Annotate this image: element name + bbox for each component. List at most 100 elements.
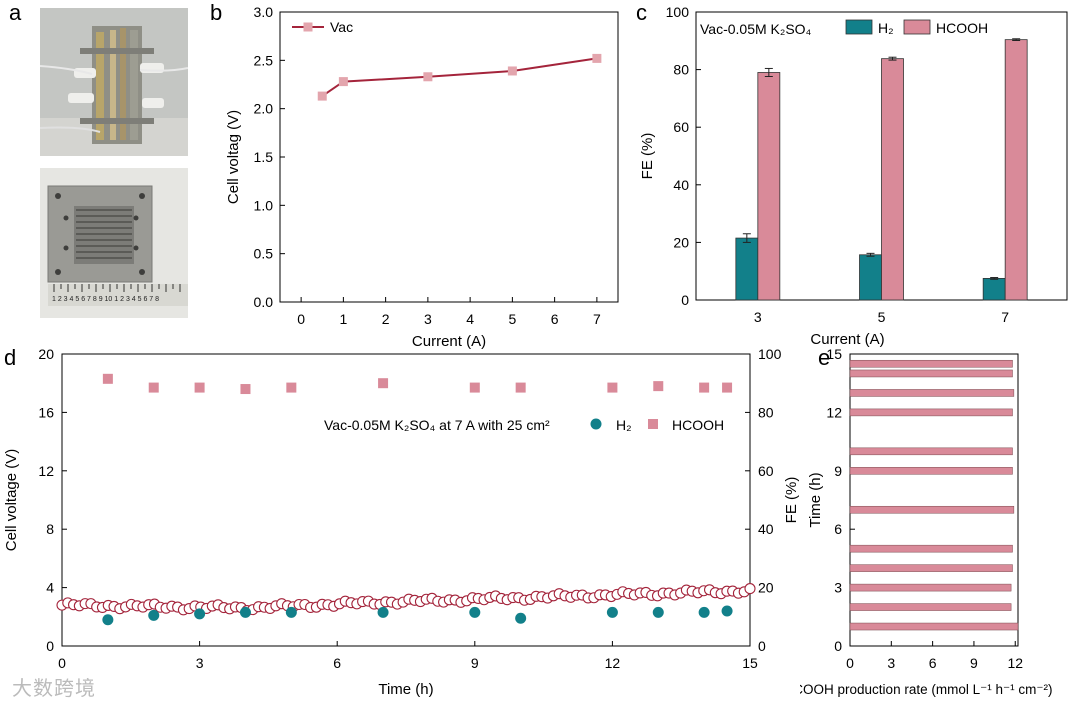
data-point-vac xyxy=(592,53,602,63)
data-point-hcooh xyxy=(722,382,733,393)
bar-production-rate xyxy=(849,564,1013,572)
y-tick-label: 0 xyxy=(834,638,842,654)
data-point-h2 xyxy=(515,612,527,624)
y-tick-label-right: 80 xyxy=(758,404,774,420)
y-tick-label-right: 20 xyxy=(758,580,774,596)
panel-label-d: d xyxy=(4,345,17,370)
x-tick-label: 0 xyxy=(297,311,305,327)
series-line-vac xyxy=(321,57,598,97)
data-point-hcooh xyxy=(148,382,159,393)
x-tick-label: 3 xyxy=(424,311,432,327)
y-tick-label: 1.5 xyxy=(254,149,274,165)
plot-frame xyxy=(279,11,619,303)
chart-e: 0 3 6 9 12 0 3 6 9 12 15 HCOOH production rate (mmo… xyxy=(800,346,1052,697)
x-tick-label: 7 xyxy=(593,311,601,327)
y-tick-label: 3 xyxy=(834,580,842,596)
x-axis-label: Current (A) xyxy=(810,331,884,348)
legend-label-h2: H₂ xyxy=(616,417,632,433)
data-point-h2 xyxy=(285,606,297,618)
y-axis-label-right: FE (%) xyxy=(783,477,800,524)
data-point-hcooh xyxy=(286,382,297,393)
data-point-hcooh xyxy=(699,382,710,393)
legend-marker-vac xyxy=(303,22,313,32)
panel-label-b: b xyxy=(210,0,223,25)
x-tick-label: 0 xyxy=(58,655,66,671)
x-tick-label: 3 xyxy=(196,655,204,671)
data-point-h2 xyxy=(148,609,160,621)
data-point-vac xyxy=(507,66,517,76)
ruler-text: 1 2 3 4 5 6 7 8 9 10 1 2 3 4 5 6 7 8 xyxy=(52,296,159,303)
data-point-h2 xyxy=(652,606,664,618)
y-tick-label: 80 xyxy=(673,62,689,78)
panel-label-e: e xyxy=(818,345,831,370)
data-point-hcooh xyxy=(102,373,113,384)
bar-production-rate xyxy=(849,467,1013,475)
x-tick-label: 5 xyxy=(508,311,516,327)
panel-label-a: a xyxy=(9,0,22,25)
bar-production-rate xyxy=(849,359,1013,368)
y-tick-label-left: 4 xyxy=(46,580,54,596)
bar-production-rate xyxy=(849,447,1013,456)
legend-marker-h2 xyxy=(590,418,602,430)
y-tick-label-left: 16 xyxy=(38,404,54,420)
bar-h2 xyxy=(859,254,882,301)
legend-label-h2: H₂ xyxy=(878,20,894,36)
x-axis-label: HCOOH production rate (mmol L⁻¹ h⁻¹ cm⁻²… xyxy=(800,682,1052,697)
voltage-point xyxy=(744,583,756,595)
watermark: 大数跨境 xyxy=(12,676,96,700)
data-point-vac xyxy=(338,77,348,87)
data-point-h2 xyxy=(377,606,389,618)
bar-production-rate xyxy=(849,603,1012,611)
y-tick-label-right: 60 xyxy=(758,463,774,479)
x-tick-label: 0 xyxy=(846,655,854,671)
y-axis-label: Time (h) xyxy=(807,472,824,527)
y-tick-label-left: 20 xyxy=(38,346,54,362)
y-axis-label: Cell voltag (V) xyxy=(225,110,242,204)
y-tick-label: 0.5 xyxy=(254,246,274,262)
y-tick-label: 0.0 xyxy=(254,294,274,310)
data-point-hcooh xyxy=(378,378,389,389)
legend-label-hcooh: HCOOH xyxy=(936,20,988,36)
chart-annotation: Vac-0.05M K₂SO₄ xyxy=(700,21,812,37)
chart-annotation: Vac-0.05M K₂SO₄ at 7 A with 25 cm² xyxy=(324,417,550,433)
electrolyzer-stack-photo xyxy=(40,8,188,156)
legend-swatch-hcooh xyxy=(903,19,931,35)
y-tick-label: 9 xyxy=(834,463,842,479)
y-tick-label-left: 12 xyxy=(38,463,54,479)
legend-marker-hcooh xyxy=(648,419,658,429)
bar-production-rate xyxy=(849,622,1019,631)
x-tick-label: 15 xyxy=(742,655,758,671)
legend-label-vac: Vac xyxy=(330,19,353,35)
bar-hcooh xyxy=(1004,39,1028,301)
bar-production-rate xyxy=(849,408,1013,417)
y-tick-label: 60 xyxy=(673,119,689,135)
y-tick-label: 12 xyxy=(826,404,842,420)
x-tick-label: 12 xyxy=(1007,655,1023,671)
legend-label-hcooh: HCOOH xyxy=(672,417,724,433)
y-tick-label: 0 xyxy=(681,292,689,308)
data-point-hcooh xyxy=(469,382,480,393)
x-tick-label: 2 xyxy=(382,311,390,327)
legend-swatch-h2 xyxy=(845,19,873,35)
data-point-h2 xyxy=(698,606,710,618)
y-axis-label: FE (%) xyxy=(639,133,656,180)
y-tick-label-right: 100 xyxy=(758,346,782,362)
bar-h2 xyxy=(982,277,1006,301)
x-tick-label: 6 xyxy=(333,655,341,671)
data-point-h2 xyxy=(102,614,114,626)
x-tick-label: 6 xyxy=(551,311,559,327)
x-tick-label: 9 xyxy=(970,655,978,671)
y-tick-label: 1.0 xyxy=(254,197,274,213)
bar-production-rate xyxy=(849,389,1015,397)
bar-production-rate xyxy=(849,369,1013,378)
data-point-hcooh xyxy=(515,382,526,393)
x-axis-label: Current (A) xyxy=(412,333,486,350)
data-point-hcooh xyxy=(194,382,205,393)
y-tick-label: 2.0 xyxy=(254,101,274,117)
data-point-h2 xyxy=(239,606,251,618)
data-point-vac xyxy=(423,72,433,82)
data-point-h2 xyxy=(721,605,733,617)
y-tick-label: 6 xyxy=(834,521,842,537)
bar-production-rate xyxy=(849,583,1012,592)
y-tick-label: 100 xyxy=(666,4,690,20)
